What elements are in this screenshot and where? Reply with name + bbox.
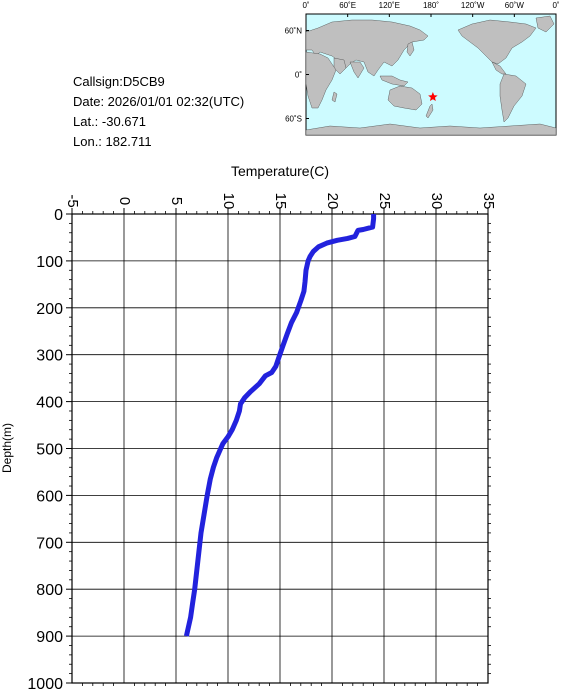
eurasia-shape xyxy=(305,19,429,77)
y-tick-label: 0 xyxy=(54,207,63,224)
x-tick-label: 0 xyxy=(116,197,133,205)
indonesia-shape xyxy=(379,75,409,87)
map-ticks xyxy=(305,14,557,119)
y-tick-label: 200 xyxy=(36,301,63,318)
india-shape xyxy=(349,61,365,79)
south-america-shape xyxy=(499,73,527,123)
temperature-depth-chart: -5 0 5 10 15 20 25 30 35010020030040050060070080… xyxy=(0,163,497,690)
map-lon-tick-label: 0˚ xyxy=(302,1,309,10)
y-tick-label: 500 xyxy=(36,442,63,459)
callsign-label: Callsign:D5CB9 xyxy=(73,74,165,89)
map-lon-tick-label: 60˚E xyxy=(339,1,356,10)
longitude-label: Lon.: 182.711 xyxy=(73,134,152,149)
africa-shape xyxy=(305,51,337,109)
chart-series xyxy=(183,214,377,637)
map-lon-tick-label: 120˚E xyxy=(379,1,400,10)
y-axis-title: Depth(m) xyxy=(0,423,14,473)
x-tick-label: 30 xyxy=(428,193,445,210)
y-tick-label: 100 xyxy=(36,254,63,271)
y-tick-label: 900 xyxy=(36,629,63,646)
profile-info-block: Callsign:D5CB9 Date: 2026/01/01 02:32(UT… xyxy=(73,72,244,152)
madagascar-shape xyxy=(331,91,338,103)
map-marker-layer xyxy=(428,91,438,102)
y-tick-label: 800 xyxy=(36,582,63,599)
new-zealand-shape xyxy=(425,103,434,119)
japan-shape xyxy=(406,41,415,57)
chart-grid xyxy=(72,214,488,683)
map-lon-tick-label: 60˚W xyxy=(505,1,525,10)
greenland-shape xyxy=(535,15,555,33)
map-lat-tick-label: 60˚N xyxy=(285,27,303,36)
map-lon-tick-label: 0˚ xyxy=(552,1,559,10)
x-tick-label: 35 xyxy=(480,193,497,210)
map-land xyxy=(305,15,557,136)
y-tick-label: 600 xyxy=(36,488,63,505)
y-tick-label: 300 xyxy=(36,348,63,365)
north-america-shape xyxy=(457,19,537,65)
australia-shape xyxy=(387,85,423,111)
x-tick-label: 25 xyxy=(376,193,393,210)
y-tick-label: 1000 xyxy=(27,676,63,690)
chart-ticks xyxy=(66,208,491,686)
x-tick-label: -5 xyxy=(64,194,81,207)
location-map: 0˚ 60˚E 120˚E 180˚ 120˚W 60˚W 0˚ 60˚N 0˚ 60˚S xyxy=(285,1,560,136)
y-tick-label: 400 xyxy=(36,395,63,412)
map-lat-tick-label: 0˚ xyxy=(295,71,302,80)
map-lat-tick-label: 60˚S xyxy=(285,115,302,124)
latitude-label: Lat.: -30.671 xyxy=(73,114,146,129)
x-tick-label: 10 xyxy=(220,193,237,210)
x-tick-label: 20 xyxy=(324,193,341,210)
arabia-shape xyxy=(333,57,347,75)
x-tick-label: 15 xyxy=(272,193,289,210)
chart-tick-labels: -5 0 5 10 15 20 25 30 35010020030040050060070080… xyxy=(27,193,497,690)
x-tick-label: 5 xyxy=(168,197,185,205)
map-lon-tick-label: 120˚W xyxy=(461,1,485,10)
map-lon-tick-label: 180˚ xyxy=(423,1,439,10)
date-label: Date: 2026/01/01 02:32(UTC) xyxy=(73,94,245,109)
x-axis-title: Temperature(C) xyxy=(231,163,329,179)
y-tick-label: 700 xyxy=(36,535,63,552)
antarctica-shape xyxy=(305,123,557,136)
temperature-profile-line xyxy=(183,214,377,637)
location-star-marker xyxy=(428,91,438,102)
map-labels: 0˚ 60˚E 120˚E 180˚ 120˚W 60˚W 0˚ 60˚N 0˚ 60˚S xyxy=(285,1,560,124)
